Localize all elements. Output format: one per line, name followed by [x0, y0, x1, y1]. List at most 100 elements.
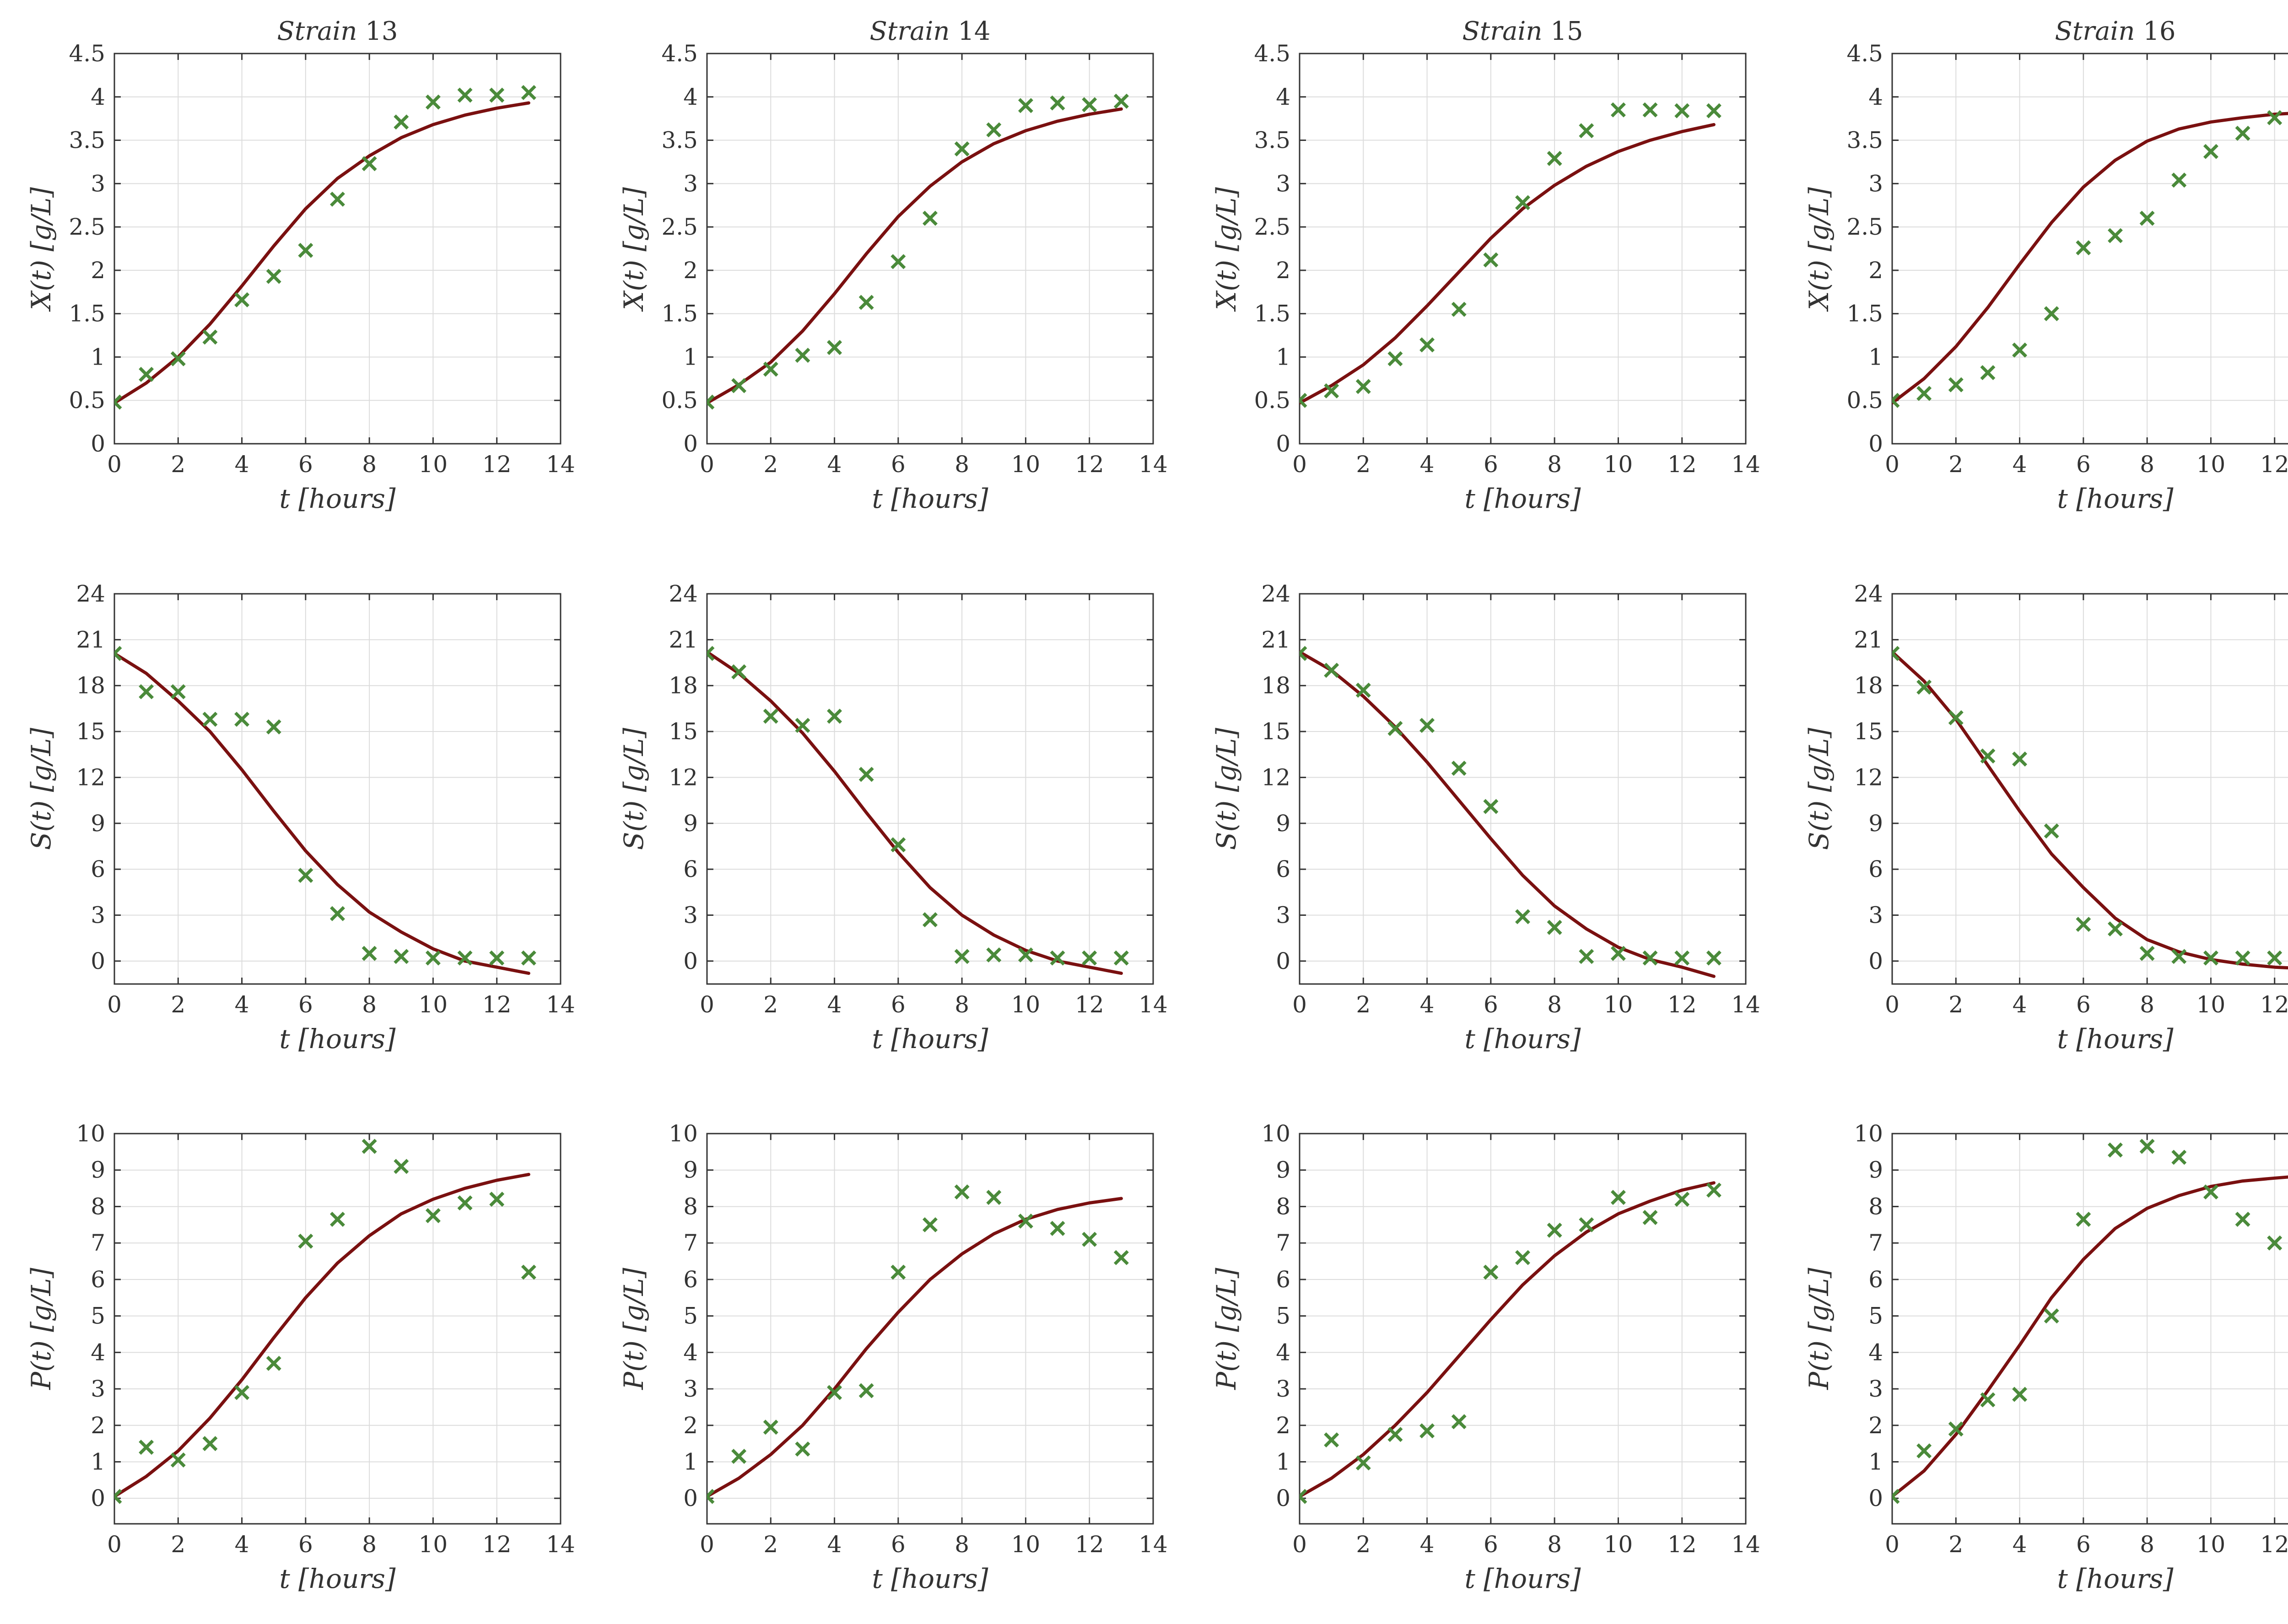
data-point-marker — [2012, 1387, 2028, 1402]
y-tick-label: 3 — [1868, 170, 1883, 197]
y-tick-label: 10 — [669, 1120, 698, 1147]
x-tick-label: 6 — [2076, 991, 2091, 1018]
axes-frame — [113, 1133, 561, 1525]
model-fit-line — [1892, 1175, 2288, 1498]
y-tick-label: 0 — [91, 1485, 105, 1511]
data-layer — [1300, 645, 1721, 978]
data-point-marker — [763, 1420, 778, 1435]
data-point-marker — [1706, 950, 1721, 966]
y-tick-label: 6 — [1276, 856, 1290, 882]
data-point-marker — [986, 947, 1002, 963]
plot-area — [114, 1134, 561, 1524]
data-point-marker — [298, 242, 313, 258]
y-tick-label: 3.5 — [661, 127, 698, 154]
x-tick-label: 6 — [298, 1531, 313, 1558]
plot-area — [1300, 54, 1746, 444]
data-point-marker — [954, 1184, 970, 1200]
y-tick-label: 0.5 — [69, 387, 105, 414]
data-point-marker — [2108, 921, 2123, 937]
data-layer — [1300, 102, 1721, 408]
y-tick-label: 3 — [1868, 1376, 1883, 1402]
data-point-marker — [1355, 683, 1371, 698]
data-point-marker — [1451, 301, 1467, 317]
y-tick-label: 6 — [1868, 1266, 1883, 1293]
y-tick-label: 2 — [1868, 257, 1883, 284]
y-tick-label: 4 — [1868, 1339, 1883, 1366]
x-tick-label: 2 — [1948, 1531, 1963, 1558]
y-tick-label: 4 — [1276, 1339, 1290, 1366]
data-point-marker — [1082, 97, 1097, 113]
data-point-marker — [425, 1208, 441, 1223]
plot-area — [707, 54, 1153, 444]
axes-frame — [1299, 53, 1747, 445]
y-axis-label: P(t) [g/L] — [1803, 1268, 1835, 1390]
y-tick-label: 9 — [1868, 1157, 1883, 1183]
y-tick-label: 2.5 — [661, 214, 698, 240]
y-tick-label: 15 — [669, 718, 698, 745]
x-tick-label: 12 — [482, 991, 512, 1018]
y-tick-label: 21 — [669, 626, 698, 653]
data-layer — [1892, 110, 2288, 408]
y-tick-label: 9 — [1276, 1157, 1290, 1183]
axes-frame — [1299, 1133, 1747, 1525]
y-tick-label: 2.5 — [1254, 214, 1290, 240]
y-tick-label: 9 — [1868, 810, 1883, 837]
y-tick-label: 18 — [76, 672, 105, 699]
data-point-marker — [827, 1385, 842, 1400]
data-point-marker — [2012, 751, 2028, 767]
x-tick-label: 8 — [955, 991, 969, 1018]
x-tick-label: 12 — [1075, 1531, 1104, 1558]
data-point-marker — [795, 1441, 810, 1457]
data-point-marker — [1300, 393, 1307, 408]
y-axis-label: X(t) [g/L] — [1211, 187, 1242, 312]
data-point-marker — [1980, 1392, 1996, 1408]
x-tick-label: 6 — [2076, 1531, 2091, 1558]
x-tick-label: 8 — [362, 991, 377, 1018]
data-point-marker — [362, 946, 377, 961]
x-tick-label: 10 — [1011, 1531, 1041, 1558]
data-point-marker — [394, 1159, 409, 1174]
x-axis-label: t [hours] — [279, 483, 395, 514]
y-tick-label: 1.5 — [69, 301, 105, 327]
data-point-marker — [1892, 1489, 1900, 1504]
data-point-marker — [1018, 1213, 1033, 1229]
data-point-marker — [763, 709, 778, 724]
data-point-marker — [521, 85, 536, 100]
data-point-marker — [457, 1195, 473, 1210]
x-tick-label: 4 — [1420, 991, 1435, 1018]
x-tick-label: 2 — [763, 1531, 778, 1558]
plot-area — [707, 594, 1153, 984]
data-point-marker — [986, 1190, 1002, 1205]
data-point-marker — [1483, 1264, 1499, 1280]
data-point-marker — [1419, 1423, 1435, 1439]
y-tick-label: 1 — [1276, 1448, 1290, 1475]
x-tick-label: 0 — [107, 451, 122, 478]
y-tick-label: 2 — [91, 257, 105, 284]
model-fit-line — [707, 107, 1123, 405]
data-point-marker — [707, 645, 715, 661]
data-point-marker — [858, 295, 874, 310]
data-layer — [707, 645, 1129, 975]
data-point-marker — [1324, 662, 1339, 678]
axes-frame — [1891, 593, 2288, 985]
data-point-marker — [330, 1211, 345, 1227]
data-point-marker — [1674, 103, 1690, 118]
subplot-title-number: 13 — [357, 16, 398, 46]
x-axis-label: t [hours] — [2057, 1563, 2173, 1594]
x-tick-label: 0 — [107, 991, 122, 1018]
data-point-marker — [2235, 1211, 2250, 1227]
data-point-marker — [1579, 949, 1594, 964]
y-tick-label: 2 — [1276, 1412, 1290, 1439]
data-point-marker — [266, 719, 281, 735]
subplot-title-number: 16 — [2135, 16, 2175, 46]
y-tick-label: 8 — [683, 1193, 698, 1220]
data-point-marker — [234, 711, 250, 727]
x-tick-label: 8 — [2140, 451, 2154, 478]
data-point-marker — [1674, 1192, 1690, 1207]
y-tick-label: 0 — [91, 948, 105, 974]
y-tick-label: 5 — [91, 1303, 105, 1329]
data-point-marker — [330, 906, 345, 921]
data-point-marker — [202, 1436, 218, 1452]
y-tick-label: 24 — [1261, 581, 1290, 607]
